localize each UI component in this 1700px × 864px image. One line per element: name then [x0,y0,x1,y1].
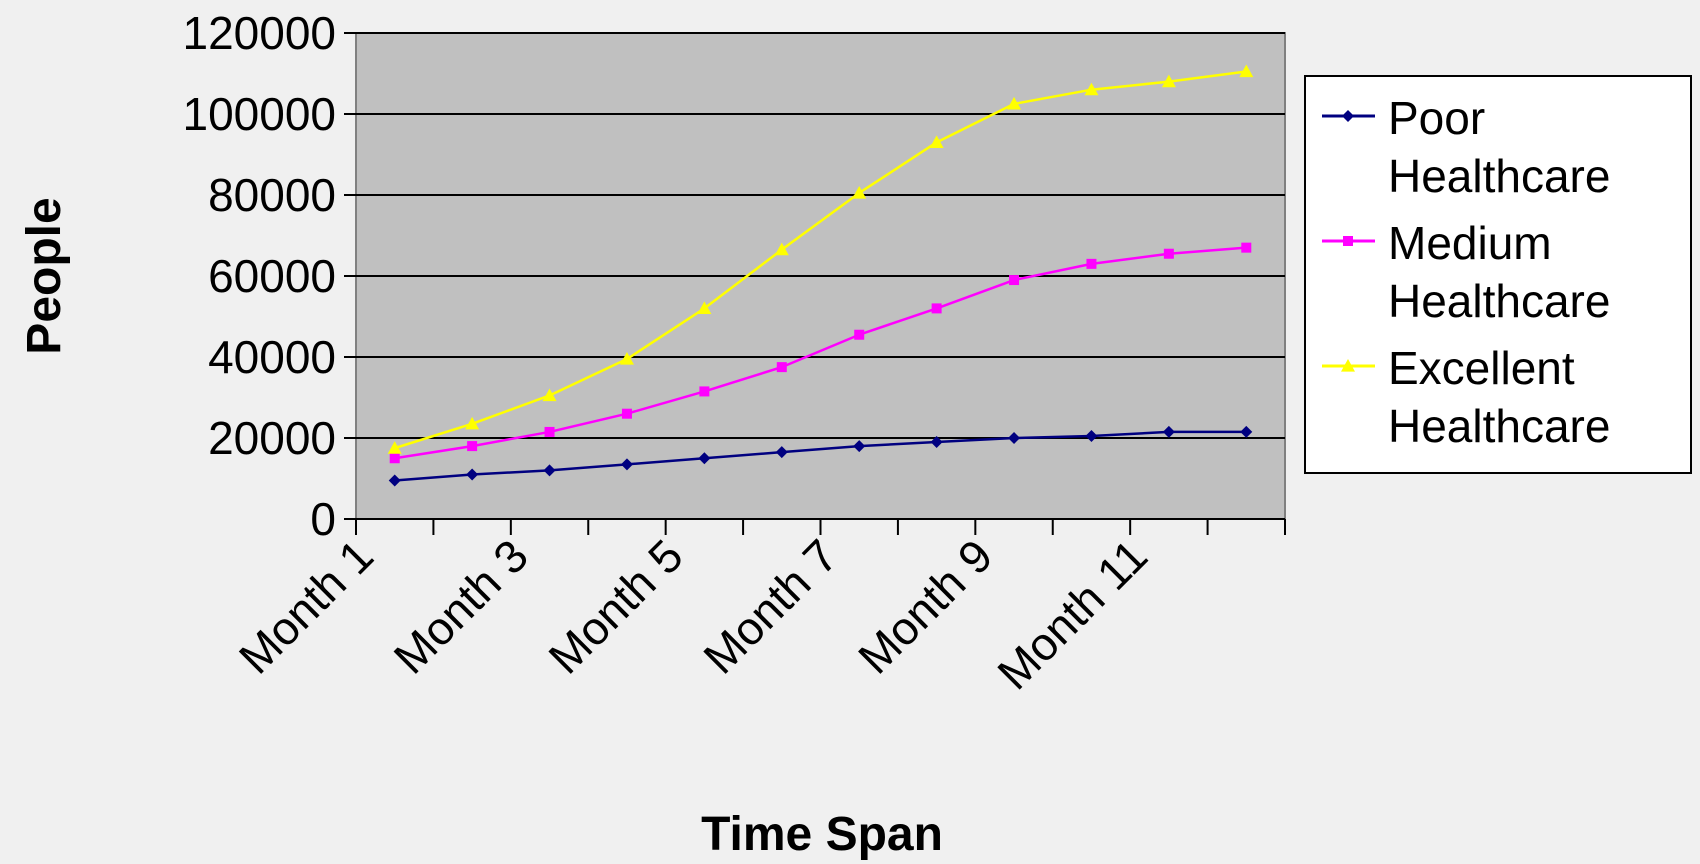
data-point [619,352,634,365]
y-axis-ticks: 0 20000 40000 60000 80000 100000 120000 [183,7,356,545]
data-point [699,386,710,397]
data-point [1084,82,1099,96]
series-2 [387,64,1254,454]
series-line [394,430,1247,482]
data-point [1240,425,1253,438]
data-point [774,242,789,256]
data-point [852,185,867,199]
data-point [1007,96,1022,110]
y-tick-label: 120000 [183,7,337,59]
legend-marker [1341,359,1355,372]
data-point [465,416,480,430]
data-point [1009,275,1020,286]
y-tick-label: 40000 [208,331,336,383]
data-point [853,440,866,453]
data-point [776,362,787,373]
data-point [1085,429,1098,442]
y-tick-label: 100000 [183,88,337,140]
data-point [467,441,478,452]
data-point [543,464,556,477]
data-point [1086,258,1097,269]
data-point [930,436,943,449]
data-point [620,458,633,471]
legend-marker [1343,236,1353,246]
data-point [929,135,944,148]
gridlines [356,32,1285,439]
data-point [388,474,401,487]
legend-label: Medium Healthcare [1388,217,1610,327]
data-point [775,446,788,459]
series-1 [389,242,1252,464]
data-point [389,453,400,464]
data-point [387,441,402,454]
data-point [1008,432,1021,444]
data-point [544,426,555,437]
y-axis-title: People [18,197,71,354]
data-point [698,452,711,465]
legend-label: Excellent Healthcare [1388,342,1610,452]
legend-box [1304,75,1692,474]
y-tick-label: 60000 [208,250,336,302]
data-point [697,301,712,314]
x-axis-title: Time Span [701,808,943,861]
legend: Poor Healthcare Medium Healthcare Excellent H… [1304,75,1692,474]
data-point [621,408,632,419]
series-group [387,64,1254,487]
data-point [1241,242,1252,253]
series-0 [388,425,1253,487]
data-point [1239,64,1254,78]
data-point [931,303,942,314]
y-tick-label: 20000 [208,412,336,464]
series-line [394,246,1247,460]
data-point [854,329,865,340]
data-point [1161,74,1176,88]
y-tick-label: 80000 [208,169,336,221]
data-point [542,388,557,402]
legend-marker [1342,110,1354,122]
data-point [1163,248,1174,259]
y-tick-label: 0 [310,493,336,545]
data-point [466,468,479,481]
data-point [1162,425,1175,438]
series-line [394,70,1247,450]
legend-label: Poor Healthcare [1388,92,1610,202]
